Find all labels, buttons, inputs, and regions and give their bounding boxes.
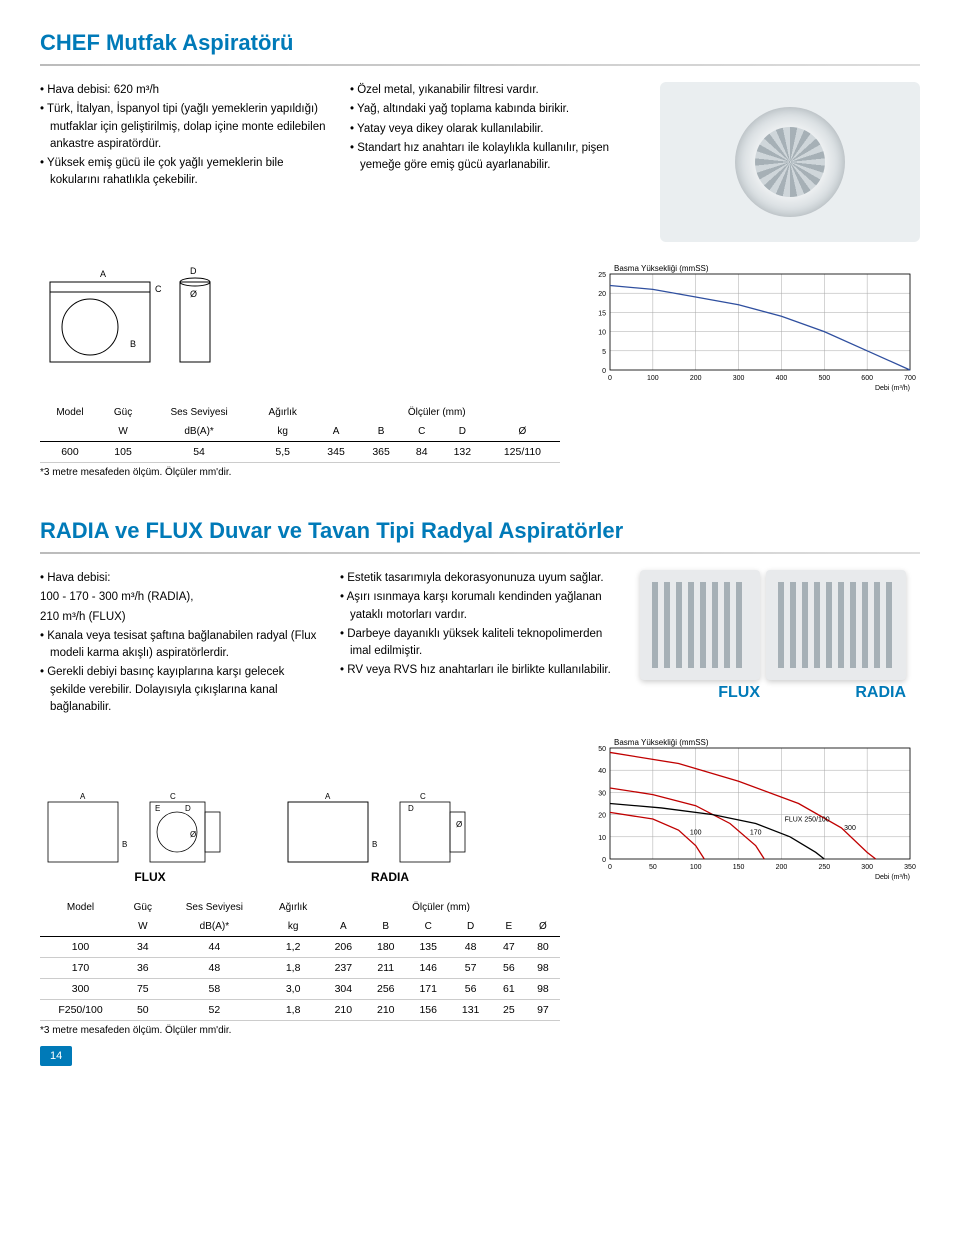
svg-text:D: D [190,266,197,276]
svg-text:FLUX 250/100: FLUX 250/100 [785,816,830,823]
radia-content-row: • Hava debisi: 100 - 170 - 300 m³/h (RAD… [40,570,920,718]
svg-text:0: 0 [608,375,612,382]
flux-diagram-label: FLUX [40,870,260,884]
svg-text:700: 700 [904,375,916,382]
svg-text:5: 5 [602,349,606,356]
svg-text:200: 200 [690,375,702,382]
svg-text:0: 0 [608,864,612,871]
chef-title: CHEF Mutfak Aspiratörü [40,30,920,56]
svg-text:B: B [372,840,377,849]
radia-title: RADIA ve FLUX Duvar ve Tavan Tipi Radyal… [40,518,920,544]
radia-table-row: ModelGüçSes SeviyesiAğırlıkÖlçüler (mm)W… [40,890,920,1036]
svg-text:500: 500 [818,375,830,382]
flux-image [640,570,760,680]
svg-text:40: 40 [598,768,606,775]
svg-text:Ø: Ø [190,830,196,839]
svg-text:100: 100 [647,375,659,382]
flux-diagram: A B C E D Ø [40,787,260,872]
svg-text:300: 300 [733,375,745,382]
svg-text:15: 15 [598,310,606,317]
chef-col1: • Hava debisi: 620 m³/h• Türk, İtalyan, … [40,82,330,242]
chef-diagram-chart-row: A C B D Ø Basma Yüksekliği (mmSS)0100200… [40,262,920,395]
svg-text:E: E [155,804,160,813]
svg-text:400: 400 [776,375,788,382]
radia-image [766,570,906,680]
svg-text:300: 300 [861,864,873,871]
svg-text:170: 170 [750,830,762,837]
svg-text:Ø: Ø [456,820,462,829]
radia-diagram-label: RADIA [280,870,500,884]
svg-text:Basma Yüksekliği (mmSS): Basma Yüksekliği (mmSS) [614,264,709,273]
svg-text:C: C [420,792,426,801]
svg-text:200: 200 [776,864,788,871]
svg-text:A: A [325,792,331,801]
chef-chart: Basma Yüksekliği (mmSS)01002003004005006… [580,262,920,395]
svg-text:A: A [80,792,86,801]
radia-product-images: FLUX RADIA [640,570,920,718]
svg-text:Debi (m³/h): Debi (m³/h) [875,874,910,881]
radia-col2: • Estetik tasarımıyla dekorasyonunuza uy… [340,570,620,718]
svg-text:0: 0 [602,857,606,864]
radia-chart: Basma Yüksekliği (mmSS)05010015020025030… [580,736,920,884]
chef-content-row: • Hava debisi: 620 m³/h• Türk, İtalyan, … [40,82,920,242]
title-underline [40,64,920,66]
svg-text:A: A [100,269,106,279]
svg-text:10: 10 [598,330,606,337]
chef-table-row: ModelGüçSes SeviyesiAğırlıkÖlçüler (mm)W… [40,395,920,478]
svg-text:10: 10 [598,835,606,842]
svg-text:100: 100 [690,864,702,871]
chef-footnote: *3 metre mesafeden ölçüm. Ölçüler mm'dir… [40,467,560,478]
svg-text:0: 0 [602,368,606,375]
radia-footnote: *3 metre mesafeden ölçüm. Ölçüler mm'dir… [40,1025,560,1036]
title-underline-2 [40,552,920,554]
svg-text:25: 25 [598,272,606,279]
flux-label: FLUX [640,684,760,702]
svg-text:250: 250 [818,864,830,871]
svg-text:B: B [122,840,127,849]
svg-text:50: 50 [649,864,657,871]
chef-tech-diagram: A C B D Ø [40,262,240,372]
svg-text:50: 50 [598,746,606,753]
svg-text:30: 30 [598,790,606,797]
svg-text:D: D [408,804,414,813]
svg-text:150: 150 [733,864,745,871]
svg-text:C: C [170,792,176,801]
svg-text:C: C [155,284,162,294]
radia-spec-table: ModelGüçSes SeviyesiAğırlıkÖlçüler (mm)W… [40,898,560,1021]
chef-col2: • Özel metal, yıkanabilir filtresi vardı… [350,82,640,242]
radia-label: RADIA [766,684,906,702]
svg-text:D: D [185,804,191,813]
svg-text:600: 600 [861,375,873,382]
svg-text:350: 350 [904,864,916,871]
svg-text:300: 300 [844,825,856,832]
svg-text:20: 20 [598,291,606,298]
svg-text:20: 20 [598,813,606,820]
chef-spec-table: ModelGüçSes SeviyesiAğırlıkÖlçüler (mm)W… [40,403,560,463]
chef-product-image [660,82,920,242]
page-number: 14 [40,1046,72,1066]
svg-text:Debi (m³/h): Debi (m³/h) [875,385,910,392]
svg-text:Basma Yüksekliği (mmSS): Basma Yüksekliği (mmSS) [614,738,709,747]
svg-text:Ø: Ø [190,289,197,299]
radia-col1: • Hava debisi: 100 - 170 - 300 m³/h (RAD… [40,570,320,718]
svg-text:100: 100 [690,830,702,837]
radia-diagram-row: A B C E D Ø FLUX [40,736,920,884]
radia-diagram: A B C D Ø [280,787,500,872]
svg-text:B: B [130,339,136,349]
